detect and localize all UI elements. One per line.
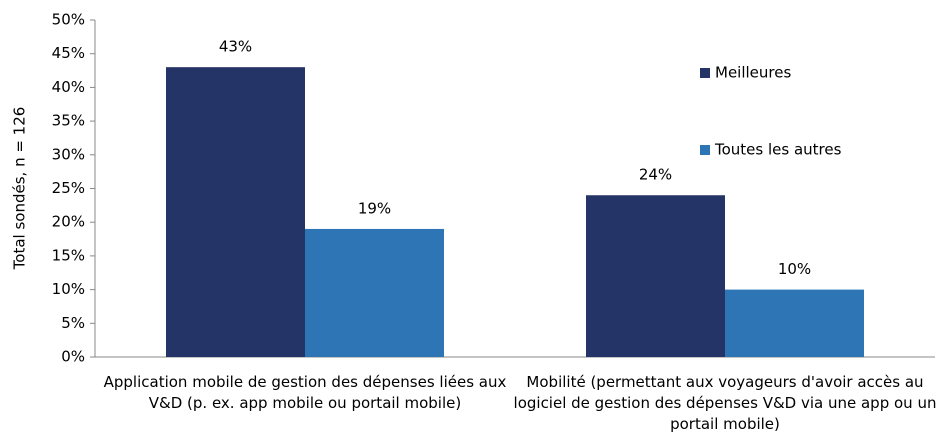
data-label: 24% xyxy=(639,166,672,184)
legend-label: Toutes les autres xyxy=(714,141,842,159)
data-label: 19% xyxy=(358,199,391,217)
bar xyxy=(725,289,864,357)
y-tick-label: 25% xyxy=(52,179,85,197)
data-label: 43% xyxy=(219,38,252,56)
y-axis-label: Total sondés, n = 126 xyxy=(11,107,29,271)
data-label: 10% xyxy=(778,260,811,278)
x-tick-label: Mobilité (permettant aux voyageurs d'avo… xyxy=(513,373,937,433)
bar xyxy=(305,228,444,357)
bar xyxy=(166,67,305,358)
y-tick-label: 35% xyxy=(52,112,85,130)
legend-swatch xyxy=(700,145,710,155)
bar xyxy=(586,195,725,357)
y-tick-label: 10% xyxy=(52,280,85,298)
x-tick-label: Application mobile de gestion des dépens… xyxy=(103,373,507,412)
y-tick-label: 40% xyxy=(52,78,85,96)
y-tick-label: 20% xyxy=(52,213,85,231)
y-tick-label: 15% xyxy=(52,246,85,264)
y-tick-label: 5% xyxy=(61,314,85,332)
legend-swatch xyxy=(700,68,710,78)
y-tick-label: 50% xyxy=(52,11,85,29)
legend-label: Meilleures xyxy=(715,64,791,82)
y-tick-label: 30% xyxy=(52,145,85,163)
y-tick-label: 0% xyxy=(61,348,85,366)
y-tick-label: 45% xyxy=(52,44,85,62)
